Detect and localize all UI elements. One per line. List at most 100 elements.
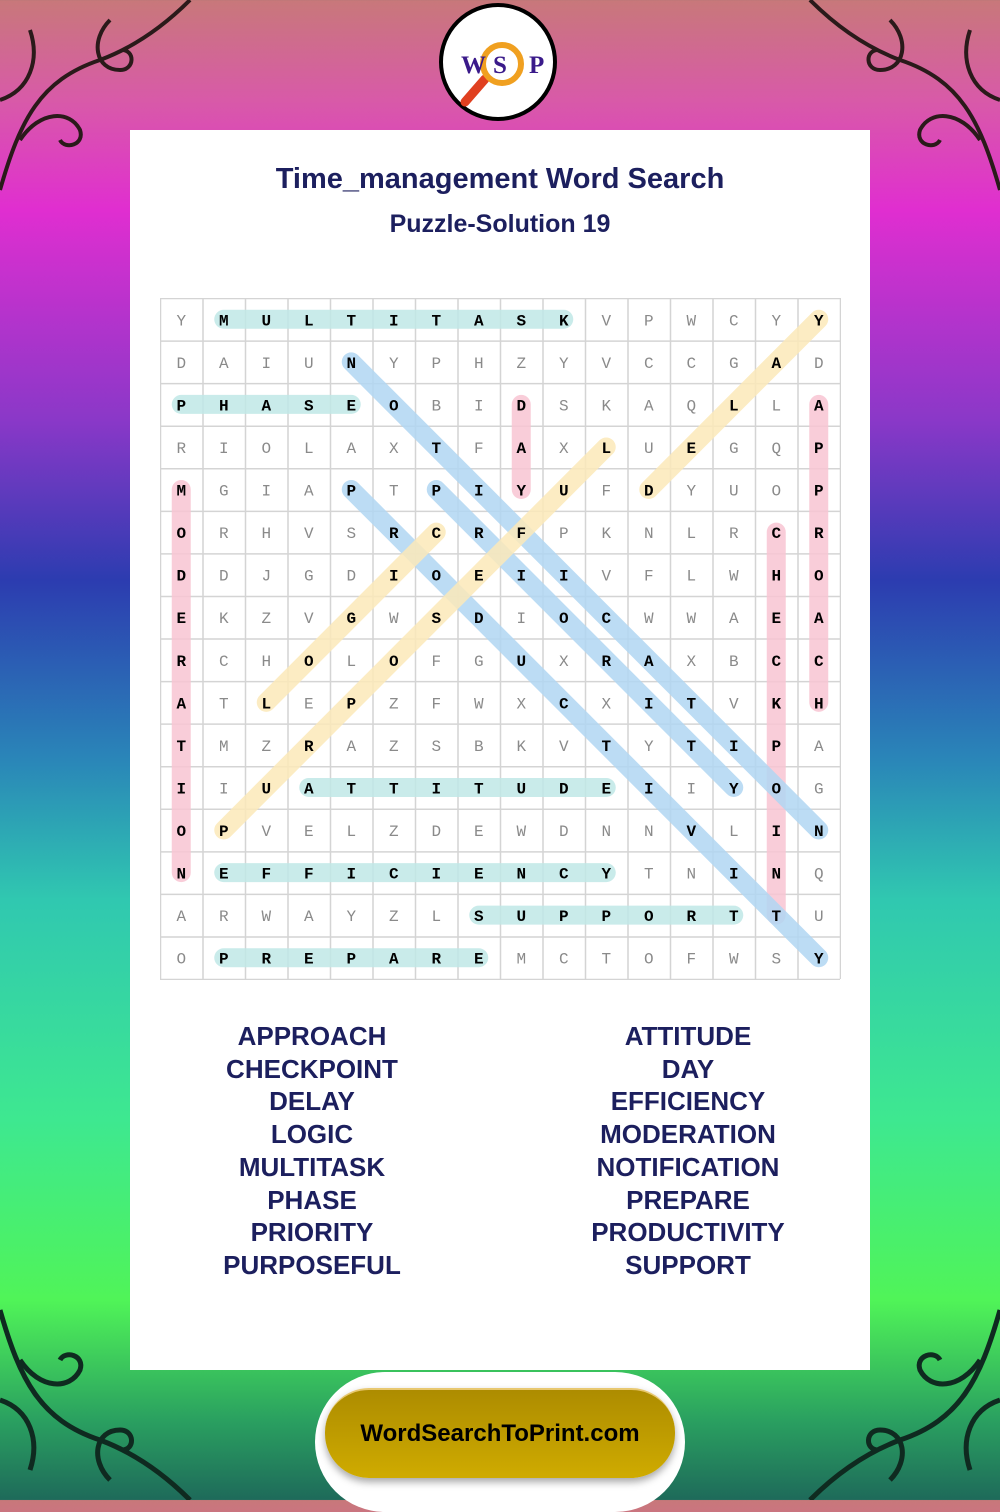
- grid-letter: C: [686, 355, 696, 373]
- grid-letter: Z: [389, 908, 399, 926]
- grid-letter: Y: [559, 355, 569, 373]
- grid-letter: A: [346, 440, 356, 458]
- grid-letter: V: [559, 738, 569, 756]
- grid-letter: R: [261, 951, 271, 969]
- logo-letter: S: [493, 52, 507, 79]
- word-list-item: PREPARE: [626, 1184, 750, 1215]
- grid-letter: W: [686, 610, 696, 628]
- grid-letter: B: [729, 653, 739, 671]
- grid-letter: K: [219, 610, 229, 628]
- grid-letter: R: [431, 951, 441, 969]
- grid-letter: I: [729, 738, 739, 756]
- grid-letter: H: [261, 653, 271, 671]
- solution-highlight-logic: [256, 522, 446, 712]
- grid-letter: U: [304, 355, 314, 373]
- grid-letter: A: [346, 738, 356, 756]
- grid-letter: D: [176, 355, 186, 373]
- grid-letter: T: [729, 908, 739, 926]
- grid-letter: E: [474, 823, 484, 841]
- grid-letter: I: [389, 312, 399, 330]
- grid-letter: E: [304, 951, 314, 969]
- grid-letter: R: [219, 525, 229, 543]
- grid-letter: A: [729, 610, 739, 628]
- grid-letter: P: [814, 483, 824, 501]
- grid-letter: C: [644, 355, 654, 373]
- grid-letter: E: [346, 397, 356, 415]
- grid-letter: K: [601, 525, 611, 543]
- grid-letter: I: [389, 568, 399, 586]
- grid-letter: U: [261, 312, 271, 330]
- website-link-button[interactable]: WordSearchToPrint.com: [325, 1388, 675, 1478]
- grid-letter: T: [601, 951, 611, 969]
- grid-letter: W: [644, 610, 654, 628]
- grid-letter: N: [686, 866, 696, 884]
- grid-letter: M: [516, 951, 526, 969]
- grid-letter: Y: [346, 908, 356, 926]
- grid-letter: X: [686, 653, 696, 671]
- word-list-item: PRODUCTIVITY: [591, 1217, 785, 1248]
- grid-letter: H: [261, 525, 271, 543]
- grid-letter: S: [771, 951, 781, 969]
- grid-letter: I: [431, 780, 441, 798]
- grid-letter: Z: [516, 355, 526, 373]
- grid-letter: V: [729, 695, 739, 713]
- grid-letter: H: [474, 355, 484, 373]
- grid-letter: O: [176, 525, 186, 543]
- grid-letter: T: [389, 483, 399, 501]
- corner-ornament: [808, 0, 1000, 191]
- grid-letter: V: [601, 312, 611, 330]
- grid-letter: D: [176, 568, 186, 586]
- grid-letter: P: [431, 483, 441, 501]
- grid-letter: Y: [771, 312, 781, 330]
- grid-letter: L: [304, 440, 314, 458]
- grid-letter: T: [431, 440, 441, 458]
- grid-letter: R: [219, 908, 229, 926]
- grid-letter: F: [431, 653, 441, 671]
- grid-letter: O: [559, 610, 569, 628]
- grid-letter: I: [686, 780, 696, 798]
- grid-letter: P: [219, 951, 229, 969]
- grid-letter: A: [474, 312, 484, 330]
- grid-letter: L: [346, 823, 356, 841]
- grid-letter: X: [559, 653, 569, 671]
- grid-letter: K: [771, 695, 781, 713]
- grid-letter: O: [389, 653, 399, 671]
- grid-letter: G: [729, 355, 739, 373]
- grid-letter: W: [516, 823, 526, 841]
- grid-letter: S: [304, 397, 314, 415]
- grid-letter: I: [219, 780, 229, 798]
- logo-letter: W: [461, 52, 486, 79]
- grid-letter: W: [261, 908, 271, 926]
- grid-letter: B: [474, 738, 484, 756]
- grid-letter: T: [219, 695, 229, 713]
- grid-letter: F: [686, 951, 696, 969]
- grid-letter: D: [559, 780, 569, 798]
- grid-letter: R: [389, 525, 399, 543]
- grid-letter: Q: [771, 440, 781, 458]
- grid-letter: F: [431, 695, 441, 713]
- grid-letter: N: [516, 866, 526, 884]
- grid-letter: C: [559, 695, 569, 713]
- word-list-right: ATTITUDE DAY EFFICIENCY MODERATION NOTIFICAT…: [488, 1020, 888, 1282]
- grid-letter: W: [729, 568, 739, 586]
- grid-letter: Y: [516, 483, 526, 501]
- word-list-item: LOGIC: [270, 1119, 354, 1150]
- grid-letter: I: [771, 823, 781, 841]
- grid-letter: I: [261, 355, 271, 373]
- grid-letter: L: [686, 525, 696, 543]
- grid-letter: L: [729, 397, 739, 415]
- grid-letter: R: [814, 525, 824, 543]
- grid-letter: F: [644, 568, 654, 586]
- grid-letter: J: [261, 568, 271, 586]
- grid-letter: U: [559, 483, 569, 501]
- grid-letter: D: [346, 568, 356, 586]
- grid-letter: A: [304, 908, 314, 926]
- grid-letter: O: [431, 568, 441, 586]
- grid-letter: L: [261, 695, 271, 713]
- grid-letter: G: [304, 568, 314, 586]
- grid-letter: Z: [261, 738, 271, 756]
- logo-letter: P: [529, 52, 544, 79]
- corner-ornament: [808, 1309, 1000, 1500]
- site-logo[interactable]: W S P: [439, 3, 557, 121]
- word-list-item: MODERATION: [600, 1119, 776, 1150]
